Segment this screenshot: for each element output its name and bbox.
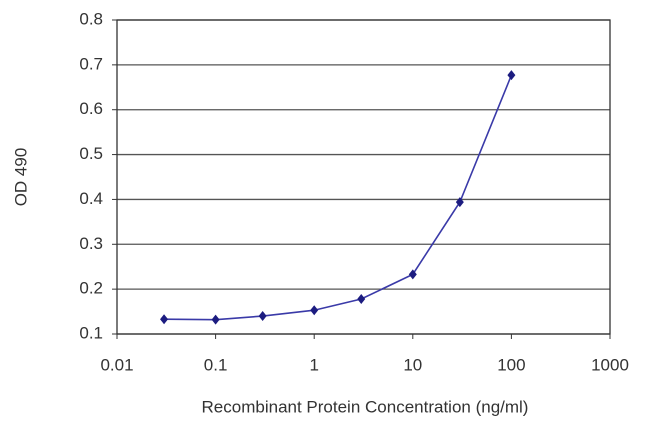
y-tick-label: 0.7 bbox=[79, 54, 103, 73]
x-tick-label: 100 bbox=[497, 355, 525, 374]
plot-area bbox=[117, 20, 610, 334]
y-tick-label: 0.5 bbox=[79, 144, 103, 163]
x-tick-label: 10 bbox=[403, 355, 422, 374]
y-tick-label: 0.6 bbox=[79, 99, 103, 118]
y-tick-label: 0.1 bbox=[79, 323, 103, 342]
y-tick-label: 0.8 bbox=[79, 9, 103, 28]
data-point bbox=[258, 311, 267, 322]
y-tick-label: 0.3 bbox=[79, 234, 103, 253]
y-tick-label: 0.4 bbox=[79, 189, 103, 208]
x-tick-label: 0.1 bbox=[204, 355, 228, 374]
x-axis-label: Recombinant Protein Concentration (ng/ml… bbox=[202, 397, 529, 416]
data-point bbox=[408, 269, 417, 280]
x-tick-label: 1 bbox=[309, 355, 318, 374]
data-point bbox=[160, 314, 169, 325]
x-tick-label: 0.01 bbox=[100, 355, 133, 374]
data-point bbox=[211, 314, 220, 325]
x-tick-label: 1000 bbox=[591, 355, 629, 374]
data-point bbox=[310, 305, 319, 316]
plot-border bbox=[116, 19, 611, 335]
y-axis-label: OD 490 bbox=[11, 148, 30, 207]
data-point bbox=[357, 294, 366, 305]
data-line bbox=[164, 74, 513, 321]
y-tick-label: 0.2 bbox=[79, 279, 103, 298]
data-point bbox=[507, 70, 516, 81]
data-point bbox=[455, 197, 464, 208]
